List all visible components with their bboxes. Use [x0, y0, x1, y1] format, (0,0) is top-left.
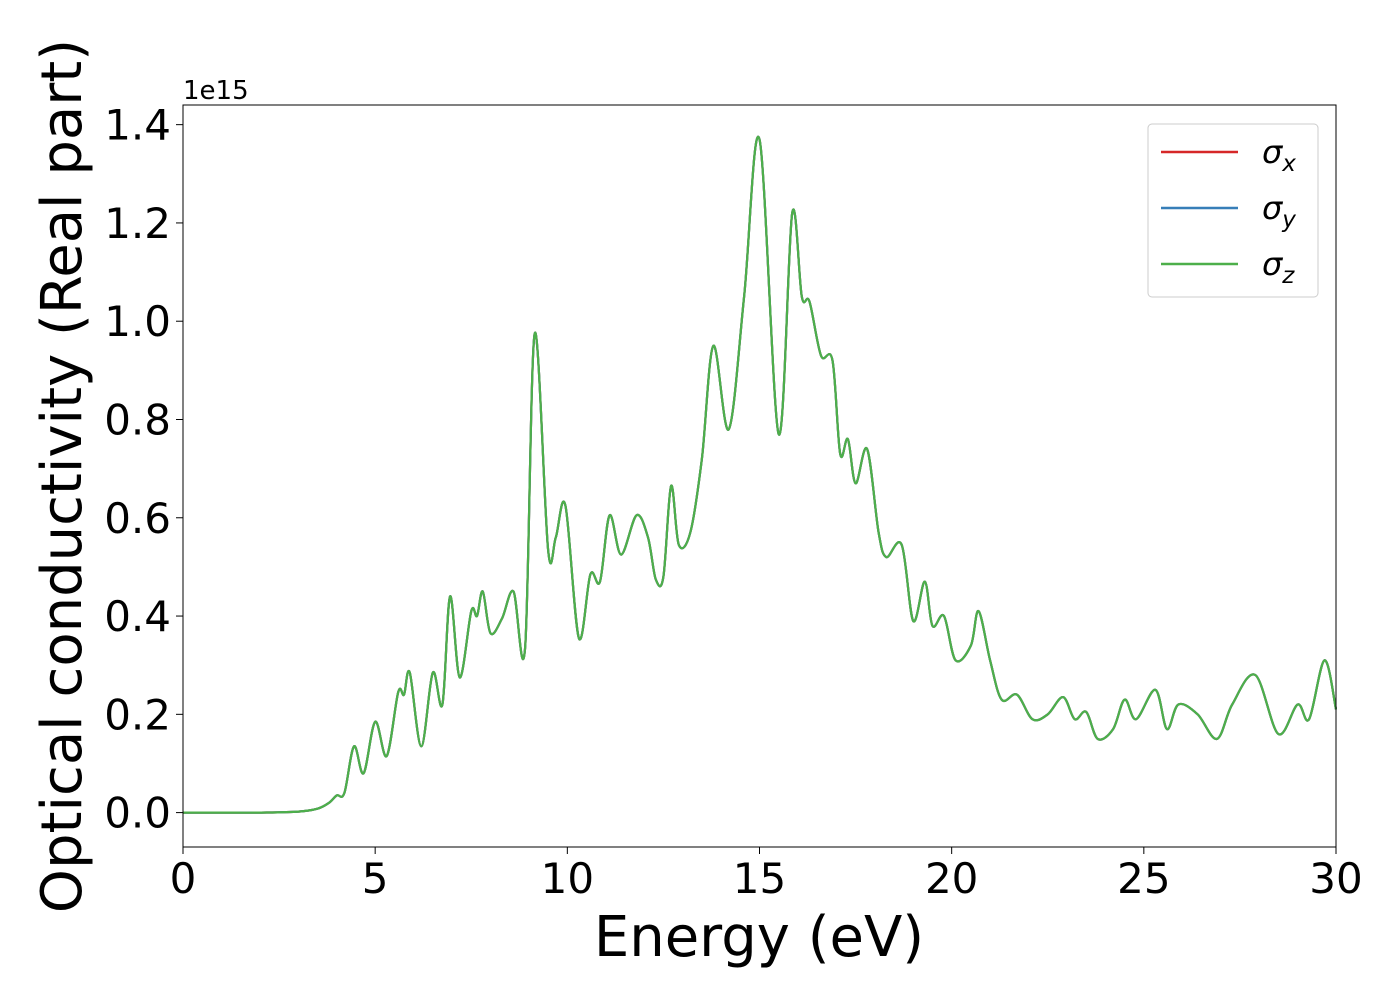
x-tick-label: 25 [1117, 854, 1170, 903]
y-tick-label: 0.0 [104, 789, 171, 838]
y-axis-label: Optical conductivity (Real part) [30, 39, 95, 913]
y-tick-label: 0.4 [104, 592, 171, 641]
x-tick-label: 20 [925, 854, 978, 903]
x-tick-label: 5 [362, 854, 389, 903]
y-axis-ticks: 0.0 0.2 0.4 0.6 0.8 1.0 1.2 1.4 [104, 101, 183, 838]
y-tick-label: 0.8 [104, 395, 171, 444]
legend-label: σy [1262, 189, 1296, 233]
legend-label: σz [1262, 245, 1295, 289]
x-tick-label: 15 [733, 854, 786, 903]
legend-box [1147, 123, 1319, 298]
x-tick-label: 0 [170, 854, 197, 903]
y-tick-label: 1.4 [104, 101, 171, 150]
y-tick-label: 0.2 [104, 690, 171, 739]
series-layer [183, 135, 1338, 814]
x-tick-label: 10 [541, 854, 594, 903]
x-axis-label: Energy (eV) [594, 905, 924, 970]
legend-label: σx [1262, 133, 1296, 177]
legend-items: σx σy σz [1161, 133, 1296, 289]
y-tick-label: 1.2 [104, 199, 171, 248]
x-tick-label: 30 [1309, 854, 1362, 903]
y-tick-label: 1.0 [104, 297, 171, 346]
y-tick-label: 0.6 [104, 494, 171, 543]
series-line-2 [183, 135, 1338, 814]
x-axis-ticks: 0 5 10 15 20 25 30 [170, 847, 1363, 903]
y-offset-text: 1e15 [183, 76, 249, 106]
legend: σx σy σz [1147, 123, 1319, 298]
